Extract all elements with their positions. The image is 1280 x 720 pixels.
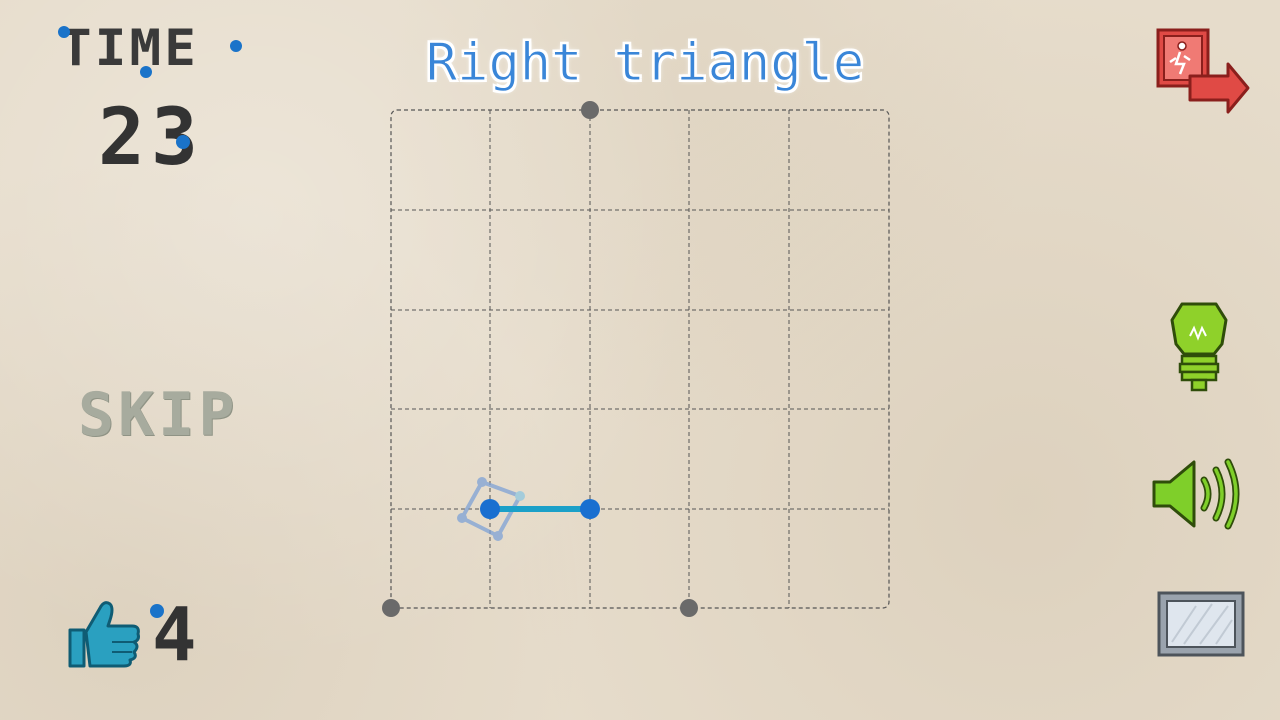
timer-label: TIME [60,19,200,77]
anchor-point-top[interactable] [581,101,599,119]
timer-dot-right [230,40,242,52]
segment-endpoint-left[interactable] [480,499,500,519]
grid-lines [391,110,889,608]
speaker-icon [1152,458,1240,530]
timer-dot-mid [140,66,152,78]
puzzle-board[interactable] [380,100,900,620]
lightbulb-icon [1170,302,1228,392]
timer-dot-left [58,26,70,38]
exit-button[interactable] [1150,24,1250,120]
segment-endpoint-right[interactable] [580,499,600,519]
thumbs-up-icon [68,601,140,668]
sound-button[interactable] [1148,456,1248,532]
like-count: 4 [152,592,197,678]
skip-button[interactable]: SKIP [78,380,248,450]
anchor-point-bottom-left[interactable] [382,599,400,617]
right-angle-marker [457,477,525,541]
like-count-dot [150,604,164,618]
anchor-point-bottom-mid[interactable] [680,599,698,617]
exit-door-icon [1156,28,1250,114]
hint-button[interactable] [1164,298,1234,398]
like-button[interactable] [64,596,144,672]
timer-value-dot [176,135,190,149]
board-border [390,109,890,609]
frame-icon [1157,591,1245,657]
screen-button[interactable] [1156,590,1246,658]
puzzle-title: Right triangle [425,33,865,94]
